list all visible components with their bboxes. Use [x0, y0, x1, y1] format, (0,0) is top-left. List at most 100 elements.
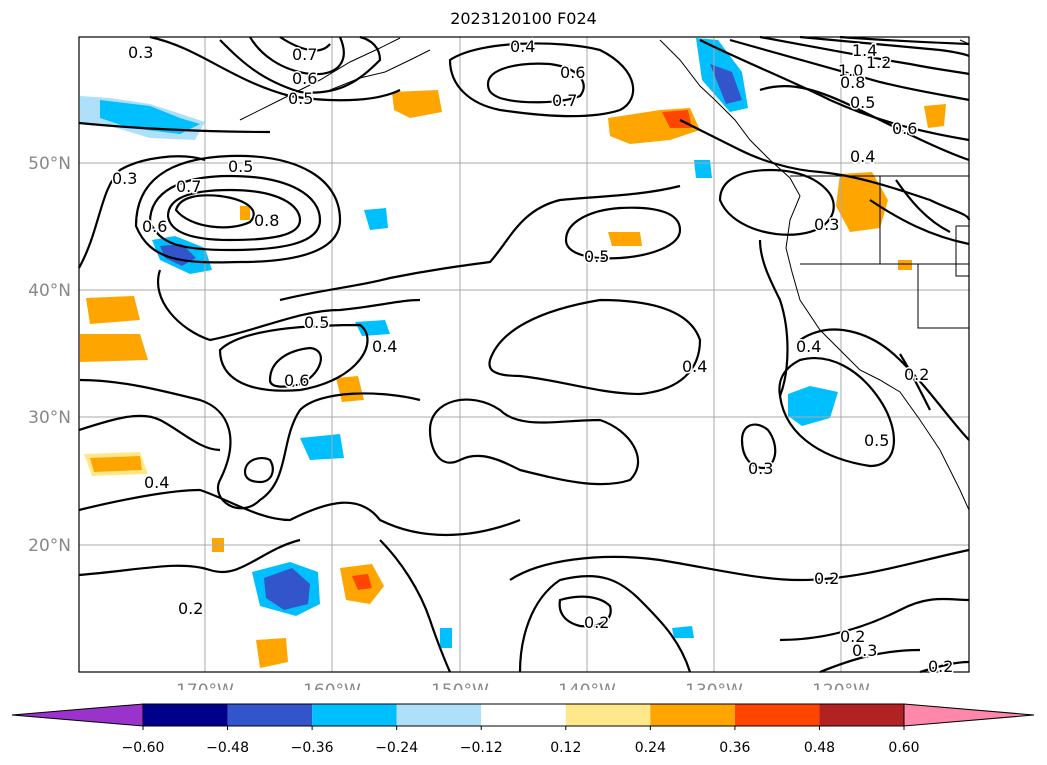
contour-label: 0.3 [112, 169, 137, 188]
contour-label: 0.4 [796, 337, 821, 356]
contours [78, 35, 971, 674]
contour-label: 0.4 [510, 37, 535, 56]
contour-label: 0.7 [552, 91, 577, 110]
pos-patch [80, 334, 148, 362]
neg-patch [694, 160, 712, 178]
contour-label: 0.4 [682, 357, 707, 376]
contour-label: 0.6 [284, 371, 309, 390]
pos-patch [86, 296, 140, 324]
contour-label: 0.6 [560, 63, 585, 82]
contour-label: 1.0 [838, 61, 863, 80]
lat-label: 30°N [28, 408, 71, 428]
contour-label: 0.5 [864, 431, 889, 450]
lon-label: 150°W [431, 681, 489, 690]
lat-label: 40°N [28, 281, 71, 301]
colorbar-segment [650, 704, 735, 726]
contour-label: 0.3 [814, 215, 839, 234]
contour-labels: 0.3 0.7 0.6 0.5 0.4 0.6 0.7 1.4 1.2 1.0 … [111, 36, 955, 678]
colorbar-tick-label: −0.48 [206, 740, 249, 756]
contour-label: 0.2 [178, 599, 203, 618]
neg-patch [300, 434, 344, 460]
latitude-labels: 50°N 40°N 30°N 20°N [28, 154, 71, 556]
colorbar-segment [565, 704, 651, 726]
colorbar-ticks: −0.60 −0.48 −0.36 −0.24 −0.12 0.12 0.24 0.36 0.4… [122, 726, 920, 756]
colorbar-segment [227, 704, 313, 726]
pos-patch [662, 110, 692, 128]
pos-patch [352, 574, 372, 590]
colorbar-extend-min [11, 703, 144, 727]
map-frame [78, 36, 970, 673]
lat-label: 20°N [28, 536, 71, 556]
colorbar-tick-label: −0.24 [375, 740, 418, 756]
lon-label: 170°W [176, 681, 234, 690]
colorbar-tick-label: 0.36 [719, 740, 750, 756]
contour-label: 0.6 [292, 69, 317, 88]
colorbar-segment [396, 704, 482, 726]
neg-patch [355, 320, 390, 336]
contour-label: 0.2 [814, 569, 839, 588]
colorbar-segment [734, 704, 820, 726]
neg-patch [788, 386, 838, 426]
map-background [79, 37, 969, 672]
contour-label: 0.5 [228, 157, 253, 176]
colorbar-tick-label: 0.48 [804, 740, 835, 756]
pos-patch [898, 260, 912, 270]
map-title: 2023120100 F024 [450, 9, 597, 28]
colorbar-tick-label: −0.12 [460, 740, 503, 756]
pos-patch [256, 638, 288, 668]
contour-label: 1.2 [866, 53, 891, 72]
colorbar-tick-label: 0.12 [550, 740, 581, 756]
colorbar-tick-label: −0.36 [291, 740, 334, 756]
colorbar-segment [819, 704, 904, 726]
neg-patch [100, 100, 200, 134]
map-panel: 0.3 0.7 0.6 0.5 0.4 0.6 0.7 1.4 1.2 1.0 … [28, 35, 971, 690]
colorbar: −0.60 −0.48 −0.36 −0.24 −0.12 0.12 0.24 0.36 0.4… [11, 703, 1035, 756]
lon-label: 160°W [303, 681, 361, 690]
colorbar-extend-max [903, 703, 1035, 727]
neg-patch [264, 568, 310, 610]
contour-label: 0.6 [892, 119, 917, 138]
contour-label: 0.8 [840, 73, 865, 92]
contour-label: 0.3 [128, 43, 153, 62]
contour-label: 0.4 [850, 147, 875, 166]
contour-label: 0.3 [852, 641, 877, 660]
pos-patch [608, 232, 642, 246]
colorbar-tick-label: 0.60 [888, 740, 919, 756]
colorbar-segments [11, 703, 1035, 727]
lon-label: 130°W [685, 681, 743, 690]
pos-patch [836, 172, 888, 232]
colorbar-tick-label: −0.60 [122, 740, 165, 756]
coastlines [239, 37, 970, 511]
neg-patch [672, 626, 694, 638]
lon-label: 140°W [558, 681, 616, 690]
longitude-labels: 170°W 160°W 150°W 140°W 130°W 120°W [176, 681, 870, 690]
contour-label: 0.8 [254, 211, 279, 230]
neg-patch [364, 208, 388, 230]
lat-label: 50°N [28, 154, 71, 174]
graticule [79, 37, 969, 672]
colorbar-segment [312, 704, 397, 726]
contour-label: 0.5 [850, 93, 875, 112]
lon-label: 120°W [812, 681, 870, 690]
colorbar-border [142, 703, 905, 727]
contour-label: 0.6 [142, 217, 167, 236]
contour-label: 0.5 [304, 313, 329, 332]
contour-label: 0.2 [840, 627, 865, 646]
contour-label: 0.2 [928, 657, 953, 676]
contour-label: 0.7 [292, 45, 317, 64]
pos-patch [392, 90, 442, 118]
contour-label: 0.7 [176, 177, 201, 196]
pos-patch [90, 456, 142, 472]
neg-patch [710, 64, 742, 104]
pos-patch [924, 104, 946, 128]
contour-label: 0.4 [372, 337, 397, 356]
contour-label: 0.5 [584, 247, 609, 266]
colorbar-segment [143, 704, 228, 726]
contour-label: 1.4 [852, 41, 877, 60]
contour-label: 0.2 [584, 613, 609, 632]
contour-label: 0.3 [748, 459, 773, 478]
pos-patch [240, 206, 250, 220]
colorbar-segment [481, 704, 566, 726]
colorbar-tick-label: 0.24 [635, 740, 666, 756]
neg-patch [440, 628, 452, 648]
